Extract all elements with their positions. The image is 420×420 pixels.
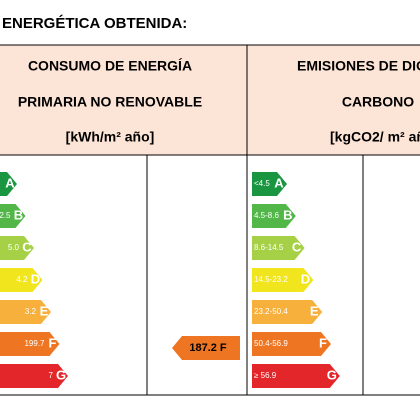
- scale-letter: B: [283, 207, 292, 222]
- header-text: PRIMARIA NO RENOVABLE: [18, 94, 202, 110]
- scale-arrow: [252, 268, 314, 292]
- scale-letter: F: [319, 335, 327, 350]
- title: ENERGÉTICA OBTENIDA:: [2, 15, 187, 32]
- scale-arrow: [0, 300, 51, 324]
- scale-letter: G: [327, 367, 337, 382]
- rating-value: 187.2 F: [189, 342, 227, 354]
- header-text: CONSUMO DE ENERGÍA: [28, 58, 192, 74]
- scale-letter: A: [5, 175, 15, 190]
- header-band: [0, 45, 420, 155]
- scale-arrow: [0, 268, 43, 292]
- scale-letter: C: [22, 239, 32, 254]
- scale-arrow: [252, 236, 305, 260]
- scale-range: 7: [49, 371, 54, 380]
- header-text: EMISIONES DE DIÓXI: [297, 57, 420, 74]
- scale-arrow: [252, 204, 296, 228]
- scale-range: 23.2-50.4: [254, 307, 288, 316]
- scale-range: 5.0: [8, 243, 20, 252]
- header-text: [kgCO2/ m² año: [330, 129, 420, 145]
- scale-letter: F: [49, 335, 57, 350]
- scale-range: 3.2: [25, 307, 37, 316]
- scale-letter: D: [301, 271, 310, 286]
- scale-range: <4.5: [254, 179, 270, 188]
- scale-arrow: [0, 364, 68, 388]
- header-text: CARBONO: [342, 94, 414, 110]
- scale-arrow: [252, 332, 331, 356]
- scale-letter: A: [274, 175, 284, 190]
- scale-range: 14.5-23.2: [254, 275, 288, 284]
- scale-arrow: [252, 364, 340, 388]
- scale-range: 4.2: [16, 275, 28, 284]
- scale-letter: E: [40, 303, 49, 318]
- rating-arrow: [172, 336, 240, 360]
- scale-range: ≥ 56.9: [254, 371, 277, 380]
- scale-letter: D: [31, 271, 40, 286]
- scale-arrow: [0, 172, 17, 196]
- scale-range: 2.5: [0, 211, 11, 220]
- scale-arrow: [0, 236, 34, 260]
- scale-letter: E: [310, 303, 319, 318]
- scale-range: 199.7: [24, 339, 45, 348]
- scale-range: 8.6-14.5: [254, 243, 284, 252]
- scale-letter: B: [14, 207, 23, 222]
- scale-arrow: [0, 332, 60, 356]
- scale-arrow: [252, 300, 323, 324]
- scale-range: 50.4-56.9: [254, 339, 288, 348]
- scale-arrow: [252, 172, 287, 196]
- scale-letter: G: [56, 367, 66, 382]
- scale-arrow: [0, 204, 26, 228]
- scale-letter: C: [292, 239, 302, 254]
- scale-range: 4.5-8.6: [254, 211, 279, 220]
- header-text: [kWh/m² año]: [66, 129, 155, 145]
